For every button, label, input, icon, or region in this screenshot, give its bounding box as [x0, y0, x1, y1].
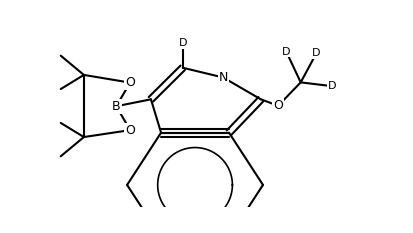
Text: D: D	[282, 47, 290, 57]
Text: D: D	[312, 48, 321, 58]
Text: N: N	[218, 71, 228, 84]
Text: O: O	[125, 76, 135, 89]
Text: O: O	[273, 99, 283, 112]
Text: D: D	[178, 38, 187, 48]
Text: B: B	[112, 100, 121, 113]
Text: O: O	[125, 124, 135, 137]
Text: D: D	[328, 81, 337, 91]
